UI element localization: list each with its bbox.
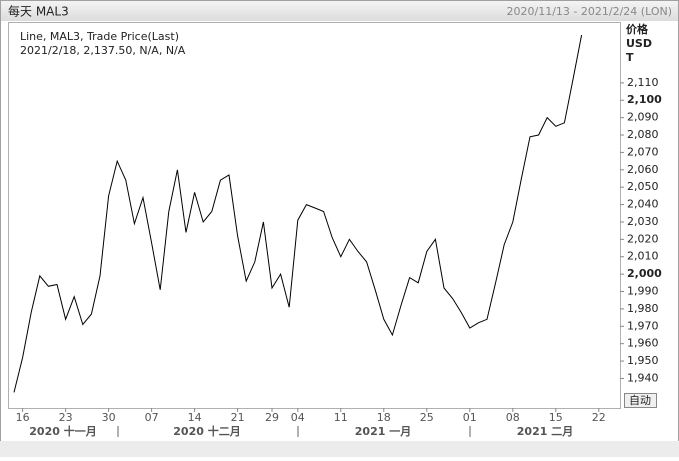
y-tick-label: 2,100 xyxy=(627,93,662,106)
y-tick-label: 2,050 xyxy=(627,180,659,193)
legend-series: Line, MAL3, Trade Price(Last) xyxy=(20,30,179,43)
x-tick-label: 23 xyxy=(59,411,73,424)
y-tick-label: 2,090 xyxy=(627,111,659,124)
header-range: 2020/11/13 - 2021/2/24 (LON) xyxy=(507,5,672,18)
x-tick-label: 16 xyxy=(16,411,30,424)
x-tick-label: 25 xyxy=(420,411,434,424)
y-tick-label: 2,020 xyxy=(627,232,659,245)
y-tick-label: 2,060 xyxy=(627,163,659,176)
y-tick-label: 2,110 xyxy=(627,76,659,89)
y-tick-label: 1,970 xyxy=(627,319,659,332)
x-tick-label: 11 xyxy=(334,411,348,424)
x-tick-label: 01 xyxy=(463,411,477,424)
y-axis-label: T xyxy=(626,51,634,64)
header-bar xyxy=(1,1,678,21)
y-tick-label: 1,980 xyxy=(627,302,659,315)
y-tick-label: 2,080 xyxy=(627,128,659,141)
x-tick-label: 22 xyxy=(592,411,606,424)
y-tick-label: 2,010 xyxy=(627,250,659,263)
month-label: 2020 十二月 xyxy=(173,424,240,438)
x-tick-label: 30 xyxy=(102,411,116,424)
y-tick-label: 2,070 xyxy=(627,145,659,158)
auto-button-label[interactable]: 自动 xyxy=(629,394,651,407)
x-tick-label: 18 xyxy=(377,411,391,424)
x-tick-label: 29 xyxy=(265,411,279,424)
month-label: 2020 十一月 xyxy=(29,424,96,438)
x-tick-label: 14 xyxy=(188,411,202,424)
x-tick-label: 21 xyxy=(231,411,245,424)
month-label: 2021 二月 xyxy=(517,425,573,438)
y-tick-label: 2,030 xyxy=(627,215,659,228)
line-series xyxy=(13,34,583,393)
y-tick-label: 1,960 xyxy=(627,337,659,350)
footer xyxy=(0,441,679,457)
y-tick-label: 2,000 xyxy=(627,267,662,280)
x-tick-label: 04 xyxy=(291,411,305,424)
plot-area xyxy=(8,22,621,409)
y-axis-label: USD xyxy=(626,37,652,50)
month-label: 2021 一月 xyxy=(355,425,411,438)
x-tick-label: 07 xyxy=(145,411,159,424)
header-title: 每天 MAL3 xyxy=(8,4,69,19)
y-axis-label: 价格 xyxy=(626,22,649,36)
y-tick-label: 1,990 xyxy=(627,285,659,298)
auto-button[interactable] xyxy=(624,393,657,408)
x-tick-label: 08 xyxy=(506,411,520,424)
x-tick-label: 15 xyxy=(549,411,563,424)
y-tick-label: 1,940 xyxy=(627,371,659,384)
y-tick-label: 1,950 xyxy=(627,354,659,367)
y-tick-label: 2,040 xyxy=(627,198,659,211)
legend-detail: 2021/2/18, 2,137.50, N/A, N/A xyxy=(20,44,186,57)
